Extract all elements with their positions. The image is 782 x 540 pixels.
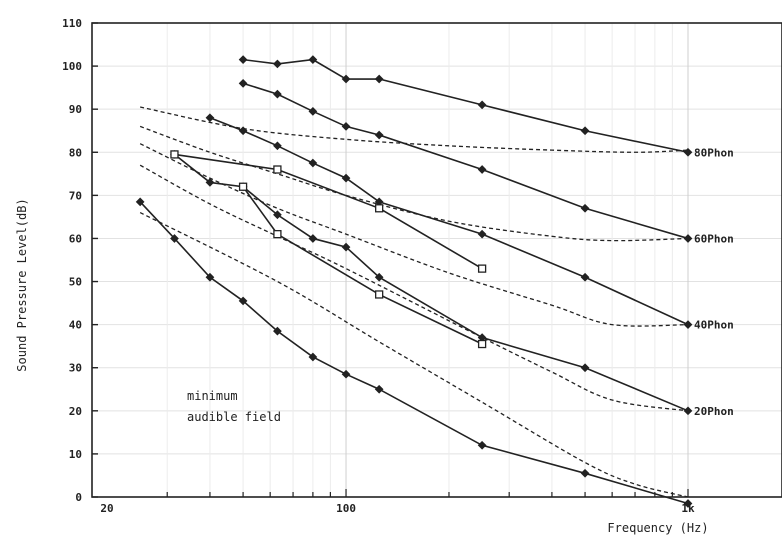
measured-curve-5 xyxy=(242,58,689,154)
square-marker xyxy=(375,290,384,299)
diamond-marker xyxy=(273,141,282,151)
y-axis-label: Sound Pressure Level(dB) xyxy=(15,198,29,371)
square-marker xyxy=(238,182,248,191)
diamond-marker xyxy=(341,173,351,183)
diamond-marker xyxy=(683,234,693,243)
y-tick-label: 20 xyxy=(69,405,82,418)
diamond-marker xyxy=(580,272,590,282)
x-tick-labels: 20 100 1k xyxy=(100,502,695,515)
diamond-marker xyxy=(477,440,487,450)
diamond-marker xyxy=(238,296,248,306)
y-tick-label: 10 xyxy=(69,448,82,461)
square-marker xyxy=(477,264,487,273)
diamond-marker xyxy=(341,369,351,379)
curve-label: 80Phon xyxy=(694,146,734,159)
diamond-marker xyxy=(477,100,487,110)
diamond-marker xyxy=(580,203,590,213)
measured-curve-6 xyxy=(242,82,689,240)
measured-curve-11 xyxy=(139,201,689,505)
equal-loudness-curves xyxy=(139,106,689,498)
y-tick-label: 40 xyxy=(69,319,82,332)
curve-label: 20Phon xyxy=(694,405,734,418)
y-tick-label: 30 xyxy=(69,362,82,375)
curve-label: 40Phon xyxy=(694,319,734,332)
dashed-curve-2 xyxy=(139,143,689,327)
diamond-marker xyxy=(341,74,351,84)
diamond-marker xyxy=(374,130,384,140)
measured-curve-10 xyxy=(242,186,483,345)
y-tick-label: 0 xyxy=(75,491,82,504)
square-marker xyxy=(375,204,384,213)
x-tick-label: 20 xyxy=(100,502,113,515)
x-axis-label: Frequency (Hz) xyxy=(607,521,708,535)
diamond-marker xyxy=(341,122,351,131)
dashed-curve-4 xyxy=(139,212,689,498)
diamond-marker xyxy=(238,78,248,88)
diamond-marker xyxy=(205,272,215,282)
diamond-marker xyxy=(273,59,282,69)
data-markers xyxy=(135,55,693,508)
diamond-marker xyxy=(205,113,215,123)
diamond-marker xyxy=(374,272,384,282)
diamond-marker xyxy=(170,234,179,243)
diamond-marker xyxy=(683,499,693,508)
measured-curve-8 xyxy=(173,153,689,412)
diamond-marker xyxy=(308,234,318,243)
annotation-line-2: audible field xyxy=(187,410,281,424)
measured-curve-9 xyxy=(174,153,483,270)
diamond-marker xyxy=(341,242,351,252)
y-tick-label: 110 xyxy=(62,17,82,30)
diamond-marker xyxy=(238,126,248,136)
diamond-marker xyxy=(580,363,590,373)
y-tick-label: 70 xyxy=(69,189,82,202)
diamond-marker xyxy=(273,210,282,220)
diamond-marker xyxy=(683,147,693,157)
diamond-marker xyxy=(205,178,215,187)
curve-label: 60Phon xyxy=(694,232,734,245)
y-tick-label: 60 xyxy=(69,232,82,245)
y-tick-labels: 0 10 20 30 40 50 60 70 80 90 100 110 xyxy=(62,17,82,504)
square-marker xyxy=(273,229,282,239)
y-tick-label: 90 xyxy=(69,103,82,116)
phon-curve-labels: 80Phon 60Phon 40Phon 20Phon xyxy=(694,146,734,418)
square-marker xyxy=(273,165,282,174)
diamond-marker xyxy=(273,89,282,99)
diamond-marker xyxy=(273,326,282,336)
square-marker xyxy=(477,339,487,349)
diamond-marker xyxy=(580,468,590,478)
dashed-curve-3 xyxy=(139,164,689,412)
plot-frame xyxy=(91,22,782,498)
diamond-marker xyxy=(238,55,248,64)
y-tick-label: 50 xyxy=(69,276,82,289)
diamond-marker xyxy=(308,55,318,64)
diamond-marker xyxy=(477,229,487,239)
diamond-marker xyxy=(374,74,384,84)
x-tick-label: 100 xyxy=(336,502,356,515)
x-tick-label: 1k xyxy=(681,502,695,515)
diamond-marker xyxy=(308,106,318,116)
annotation-line-1: minimum xyxy=(187,389,238,403)
square-marker xyxy=(170,150,179,159)
diamond-marker xyxy=(477,165,487,174)
dashed-curve-1 xyxy=(139,125,689,242)
diamond-marker xyxy=(374,384,384,394)
dashed-curve-0 xyxy=(140,106,689,153)
diamond-marker xyxy=(308,352,318,362)
diamond-marker xyxy=(580,126,590,136)
grid-lines xyxy=(92,22,782,498)
y-tick-label: 80 xyxy=(69,146,82,159)
diamond-marker xyxy=(308,158,318,168)
diamond-marker xyxy=(135,197,145,207)
diamond-marker xyxy=(683,320,693,330)
y-tick-label: 100 xyxy=(62,60,82,73)
diamond-marker xyxy=(683,406,693,416)
